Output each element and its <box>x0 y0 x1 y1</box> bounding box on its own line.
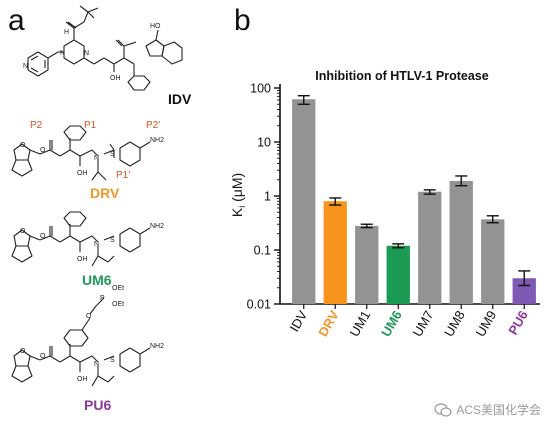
molecule-name-pu6: PU6 <box>84 397 111 413</box>
atom-n-pu6: N <box>94 361 99 368</box>
atom-o-drv-2: O <box>40 147 46 154</box>
x-tick-label-um6: UM6 <box>378 308 405 339</box>
atom-oet-2: OEt <box>112 301 124 308</box>
wechat-icon <box>434 402 452 417</box>
x-tick-label-um1: UM1 <box>347 308 374 339</box>
atom-o-phosphate: O <box>86 313 92 320</box>
bar-drv <box>323 201 347 304</box>
atom-oh-pu6: OH <box>77 376 88 383</box>
ki-bar-chart: Inhibition of HTLV-1 Protease Ki (μM) 10… <box>229 69 540 339</box>
site-label-p2: P2 <box>30 120 43 131</box>
atom-n-um6: N <box>94 241 99 248</box>
panel-label-b: b <box>234 4 251 37</box>
x-tick-label-um7: UM7 <box>410 308 437 339</box>
bar-um9 <box>481 219 505 304</box>
x-tick-label-idv: IDV <box>287 308 311 335</box>
bar-um8 <box>449 180 473 304</box>
atom-nh2-um6: NH2 <box>150 223 164 230</box>
atom-n-drv: N <box>94 155 99 162</box>
y-tick-label: 10 <box>257 136 271 150</box>
bar-pu6 <box>512 278 536 304</box>
atom-nh2-drv: NH2 <box>150 137 164 144</box>
molecule-name-idv: IDV <box>168 91 192 107</box>
atom-n-piperazine: N <box>60 50 65 57</box>
atom-o-pu6-2: O <box>40 353 46 360</box>
molecule-name-um6: UM6 <box>82 272 112 288</box>
atom-s-pu6: S <box>110 357 115 364</box>
idv-structure <box>27 5 183 91</box>
bar-um1 <box>355 225 379 304</box>
x-tick-label-pu6: PU6 <box>505 308 531 337</box>
site-label-p2prime: P2′ <box>146 120 160 131</box>
site-label-p1prime: P1′ <box>116 170 130 181</box>
atom-nh2-pu6: NH2 <box>150 343 164 350</box>
molecule-drawings: N N N OH HO H O O OH N S NH2 O O OH N S … <box>11 5 192 413</box>
y-axis-label: Ki (μM) <box>229 173 247 217</box>
atom-s-um6: S <box>110 237 115 244</box>
atom-o-um6-1: O <box>20 228 26 235</box>
atom-o-drv-1: O <box>20 142 26 149</box>
site-label-p1: P1 <box>84 120 97 131</box>
x-tick-label-um8: UM8 <box>441 308 468 339</box>
atom-n-piperazine-2: N <box>84 50 89 57</box>
atom-n-pyridine: N <box>23 63 28 70</box>
molecule-name-drv: DRV <box>90 185 120 201</box>
um6-structure <box>11 211 151 267</box>
structures-panel: N N N OH HO H O O OH N S NH2 O O OH N S … <box>0 0 222 426</box>
atom-oh-idv: OH <box>110 75 121 82</box>
bar-idv <box>292 99 316 304</box>
atom-p-phosphate: P <box>100 295 105 302</box>
y-tick-label: 0.1 <box>254 244 271 258</box>
y-tick-label: 100 <box>250 82 271 96</box>
atom-o-um6-2: O <box>40 233 46 240</box>
chart-title: Inhibition of HTLV-1 Protease <box>315 69 488 83</box>
bar-um7 <box>418 191 442 304</box>
y-tick-label: 1 <box>264 190 271 204</box>
atom-nh-idv: H <box>64 29 69 36</box>
drv-structure <box>11 125 151 181</box>
panel-label-a: a <box>8 4 25 37</box>
atom-oh-drv: OH <box>77 170 88 177</box>
pu6-structure <box>11 297 151 387</box>
atom-o-pu6-1: O <box>20 348 26 355</box>
watermark-text: ACS美国化学会 <box>456 403 541 417</box>
x-tick-label-drv: DRV <box>315 308 342 339</box>
bar-um6 <box>386 245 410 304</box>
x-tick-label-um9: UM9 <box>473 308 500 339</box>
atom-s-drv: S <box>110 151 115 158</box>
plot-area: 100 10 1 0.1 0.01 IDV DRV UM1 UM6 UM7 UM8 UM9 PU6 <box>247 82 540 339</box>
atom-oet-1: OEt <box>112 285 124 292</box>
watermark: ACS美国化学会 <box>434 401 541 418</box>
y-tick-label: 0.01 <box>247 298 271 312</box>
atom-ho-idv: HO <box>150 23 161 30</box>
atom-oh-um6: OH <box>77 256 88 263</box>
